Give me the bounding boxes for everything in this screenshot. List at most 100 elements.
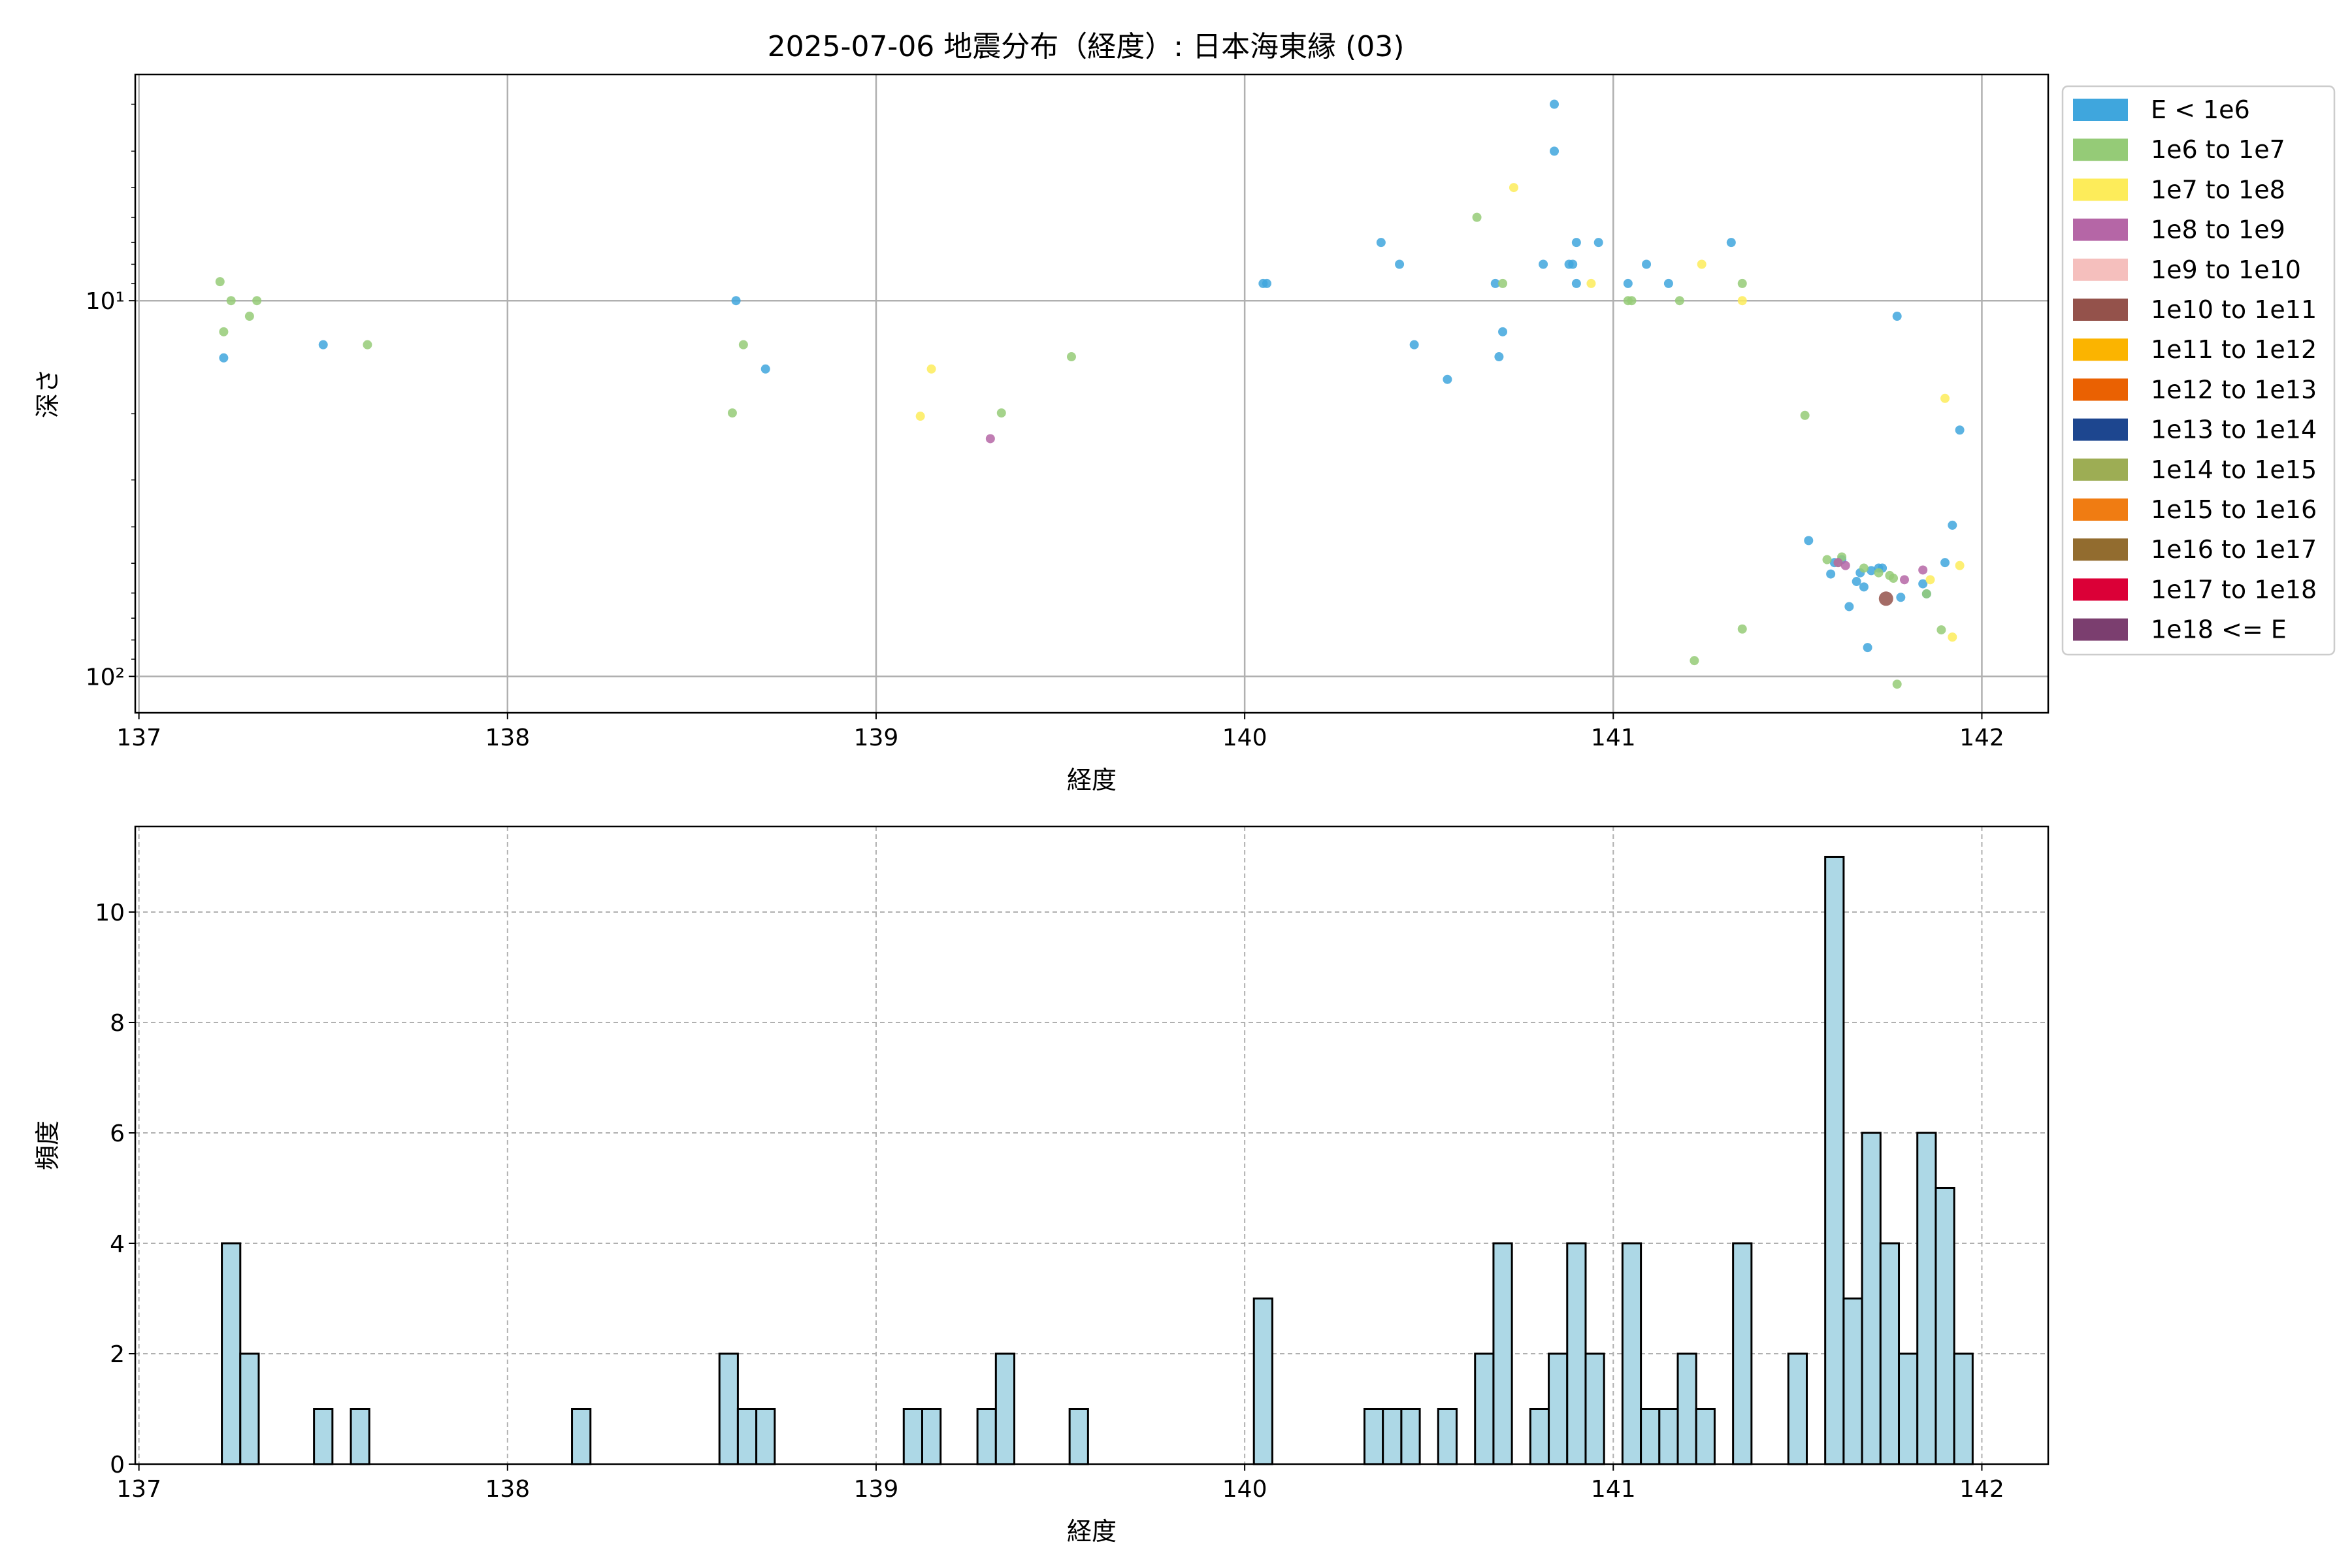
histogram-bar [1529, 1407, 1550, 1465]
histogram-x-tick-label: 142 [1959, 1476, 2004, 1503]
scatter-point [915, 412, 925, 421]
histogram-bar [1400, 1407, 1421, 1465]
scatter-point [1899, 575, 1909, 585]
histogram-bar [718, 1352, 739, 1465]
histogram-bar [239, 1352, 260, 1465]
histogram-bar [1879, 1242, 1901, 1465]
legend-swatch [2073, 99, 2128, 121]
scatter-x-tick-label: 141 [1591, 725, 1636, 751]
scatter-point [1550, 146, 1560, 156]
histogram-plot-area [135, 826, 2048, 1464]
histogram-bar [1068, 1407, 1089, 1465]
legend-label: 1e8 to 1e9 [2151, 216, 2285, 244]
scatter-point [1443, 374, 1452, 384]
scatter-point [738, 340, 748, 350]
scatter-y-axis-label: 深さ [33, 368, 62, 418]
legend-swatch [2073, 139, 2128, 161]
histogram-x-axis-label: 経度 [1067, 1517, 1117, 1546]
scatter-point [1642, 259, 1652, 269]
legend-label: 1e10 to 1e11 [2151, 295, 2317, 324]
legend-swatch [2073, 218, 2128, 241]
scatter-point [1690, 656, 1699, 666]
histogram-x-tick-label: 138 [485, 1476, 530, 1503]
scatter-point [1409, 340, 1419, 350]
scatter-point [1627, 296, 1637, 306]
scatter-point [1940, 558, 1950, 568]
legend-label: 1e9 to 1e10 [2151, 255, 2301, 284]
scatter-point [926, 364, 936, 374]
legend-swatch [2073, 378, 2128, 401]
histogram-bar [976, 1407, 997, 1465]
histogram-y-tick-label: 8 [110, 1010, 125, 1037]
scatter-point [1859, 582, 1869, 592]
histogram-bar [1382, 1407, 1403, 1465]
scatter-point [1955, 425, 1965, 435]
legend-swatch [2073, 458, 2128, 481]
scatter-point [985, 434, 995, 444]
scatter-point [1800, 410, 1810, 420]
scatter-y-tick-label: 10² [86, 664, 125, 691]
scatter-point [1925, 575, 1935, 585]
histogram-bar [902, 1407, 923, 1465]
scatter-point [760, 364, 770, 374]
legend-swatch [2073, 299, 2128, 321]
scatter-ticks: 137 138 139 140 141 142 10¹ 10² [86, 103, 2004, 751]
scatter-point [1833, 558, 1843, 568]
scatter-point [215, 277, 225, 287]
scatter-point [244, 312, 254, 321]
scatter-y-tick-label: 10¹ [86, 288, 125, 315]
legend-swatch [2073, 338, 2128, 361]
figure-title: 2025-07-06 地震分布（経度）: 日本海東縁 (03) [768, 30, 1405, 63]
legend-swatch [2073, 618, 2128, 641]
scatter-point [1498, 278, 1508, 288]
histogram-bar [1916, 1132, 1937, 1465]
scatter-point [1494, 352, 1504, 362]
scatter-point [1472, 212, 1482, 222]
scatter-points [215, 99, 1965, 689]
histogram-bar [755, 1407, 776, 1465]
scatter-point [1878, 591, 1893, 606]
histogram-bars [221, 855, 1974, 1465]
legend-label: 1e14 to 1e15 [2151, 455, 2317, 484]
scatter-point [1066, 352, 1076, 362]
legend-label: 1e11 to 1e12 [2151, 335, 2317, 364]
histogram-bar [313, 1407, 334, 1465]
scatter-point [1921, 589, 1931, 598]
scatter-point [1571, 278, 1581, 288]
scatter-point [1376, 238, 1386, 248]
histogram-bar [921, 1407, 942, 1465]
histogram-bar [1953, 1352, 1974, 1465]
scatter-plot-frame [134, 73, 2050, 714]
scatter-point [1571, 238, 1581, 248]
scatter-point [1867, 566, 1876, 576]
scatter-point [1948, 520, 1957, 530]
scatter-point [1395, 259, 1405, 269]
histogram-ticks: 137 138 139 140 141 142 0 2 4 6 8 10 [95, 900, 2004, 1503]
scatter-x-tick-label: 137 [116, 725, 161, 751]
histogram-bar [1621, 1242, 1642, 1465]
scatter-point [1593, 238, 1603, 248]
scatter-x-tick-label: 139 [854, 725, 899, 751]
scatter-point [1940, 393, 1950, 403]
histogram-plot: 137 138 139 140 141 142 0 2 4 6 8 10 経度 頻度 [33, 825, 2050, 1546]
legend-swatch [2073, 498, 2128, 521]
scatter-point [1892, 679, 1902, 689]
histogram-y-tick-label: 0 [110, 1452, 125, 1478]
legend-entries: E < 1e6 1e6 to 1e7 1e7 to 1e8 1e8 to 1e9 1e9… [2073, 95, 2317, 644]
histogram-bar [1474, 1352, 1495, 1465]
legend-swatch [2073, 258, 2128, 281]
scatter-point [1490, 278, 1500, 288]
scatter-point [1674, 296, 1684, 306]
scatter-point [1586, 278, 1596, 288]
scatter-point [1896, 593, 1906, 602]
histogram-bar [1437, 1407, 1458, 1465]
scatter-point [1863, 643, 1872, 653]
scatter-point [1509, 183, 1518, 193]
legend: E < 1e6 1e6 to 1e7 1e7 to 1e8 1e8 to 1e9 1e9… [2061, 85, 2336, 656]
scatter-point [1955, 561, 1965, 570]
scatter-grid [135, 74, 2048, 713]
histogram-y-tick-label: 2 [110, 1341, 125, 1368]
scatter-point [1859, 563, 1869, 573]
scatter-point [1623, 278, 1633, 288]
legend-label: 1e7 to 1e8 [2151, 175, 2285, 204]
